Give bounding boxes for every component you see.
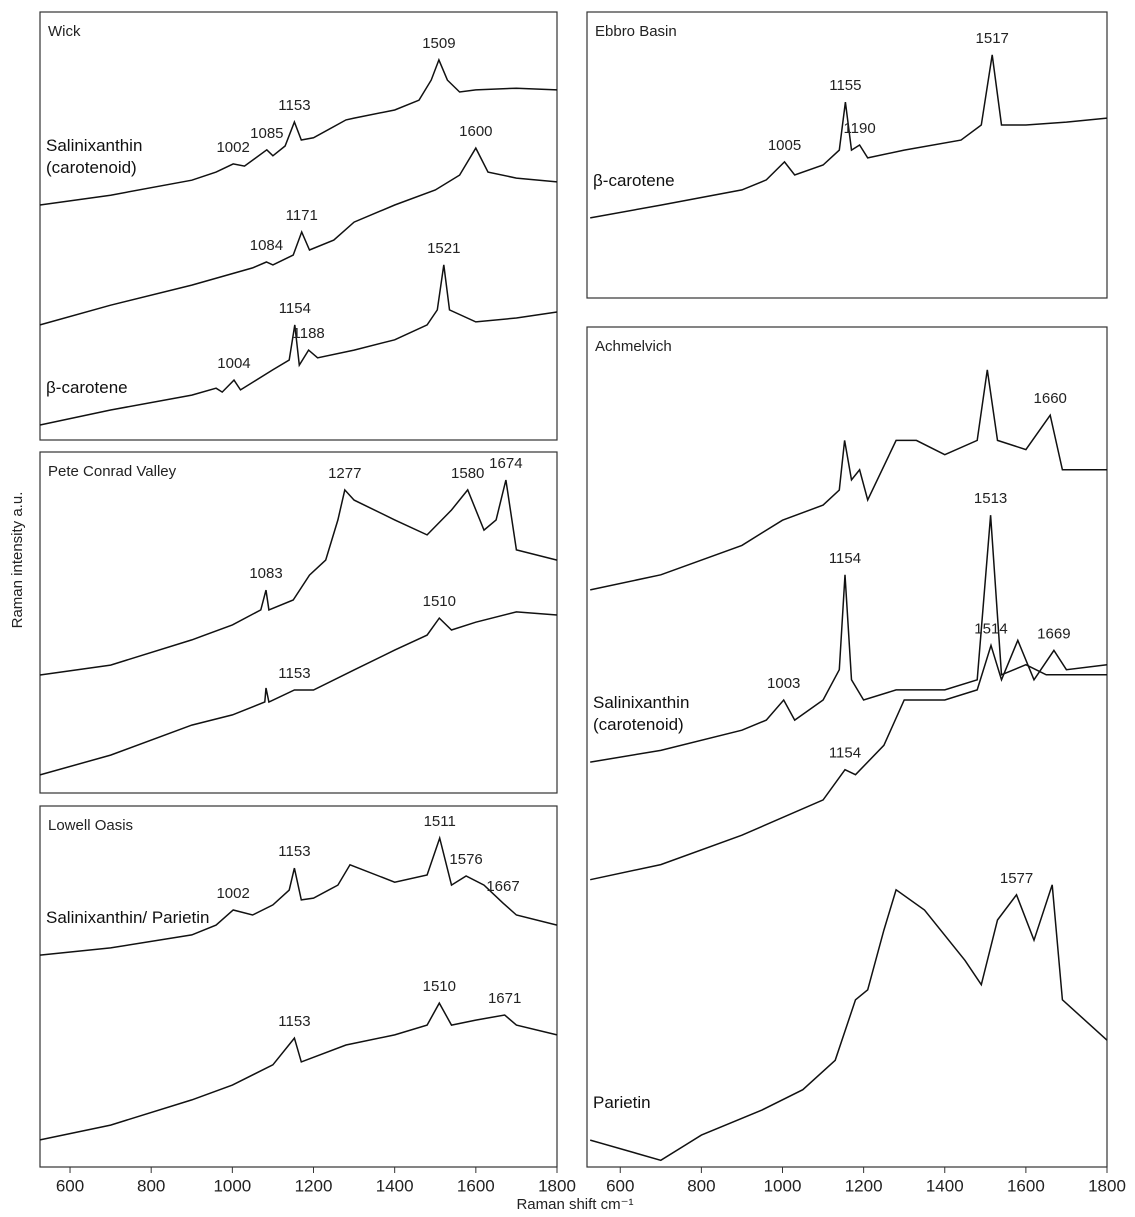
peak-label: 1674 xyxy=(489,455,522,472)
spectrum xyxy=(590,638,1108,881)
peak-label: 1004 xyxy=(217,355,250,372)
panel-title: Pete Conrad Valley xyxy=(48,463,177,480)
spectrum xyxy=(39,264,558,426)
panel-frame xyxy=(39,451,558,794)
peak-label: 1153 xyxy=(278,97,310,114)
series-name: Salinixanthin (carotenoid) xyxy=(46,136,143,178)
peak-label: 1003 xyxy=(767,675,800,692)
panel-title: Ebbro Basin xyxy=(595,23,677,40)
peak-label: 1580 xyxy=(451,465,484,482)
panel-frame xyxy=(39,11,558,441)
panel-frame xyxy=(586,11,1108,299)
spectrum xyxy=(39,146,558,326)
peak-label: 1084 xyxy=(250,237,283,254)
peak-label: 1005 xyxy=(768,137,801,154)
x-tick-label: 1800 xyxy=(1088,1176,1126,1195)
x-tick-label: 1400 xyxy=(376,1176,414,1195)
peak-label: 1669 xyxy=(1037,625,1070,642)
spectrum xyxy=(39,835,558,956)
panel-frame xyxy=(586,326,1108,1168)
x-tick-label: 1200 xyxy=(295,1176,333,1195)
spectrum xyxy=(39,57,558,206)
series-name: β-carotene xyxy=(593,170,675,190)
x-axis-label: Raman shift cm⁻¹ xyxy=(516,1196,633,1213)
x-tick-label: 1000 xyxy=(213,1176,251,1195)
peak-label: 1513 xyxy=(974,490,1007,507)
peak-label: 1671 xyxy=(488,990,521,1007)
peak-label: 1510 xyxy=(423,978,456,995)
peak-label: 1660 xyxy=(1034,390,1067,407)
peak-label: 1517 xyxy=(976,30,1009,47)
peak-label: 1514 xyxy=(974,620,1007,637)
peak-label: 1521 xyxy=(427,240,460,257)
spectrum xyxy=(39,479,558,676)
peak-label: 1277 xyxy=(328,465,361,482)
x-tick-label: 600 xyxy=(606,1176,634,1195)
peak-label: 1155 xyxy=(829,77,861,94)
peak-label: 1510 xyxy=(423,593,456,610)
x-tick-label: 1600 xyxy=(457,1176,495,1195)
panel-title: Achmelvich xyxy=(595,338,672,355)
panel-title: Lowell Oasis xyxy=(48,817,133,834)
spectrum xyxy=(589,884,1108,1162)
peak-label: 1509 xyxy=(422,35,455,52)
x-tick-label: 1600 xyxy=(1007,1176,1045,1195)
peak-label: 1154 xyxy=(279,300,311,317)
x-tick-label: 600 xyxy=(56,1176,84,1195)
series-name: Salinixanthin/ Parietin xyxy=(46,908,210,928)
peak-label: 1577 xyxy=(1000,870,1033,887)
peak-label: 1190 xyxy=(843,120,875,137)
peak-label: 1002 xyxy=(216,885,249,902)
series-name: Parietin xyxy=(593,1093,651,1113)
x-tick-label: 800 xyxy=(137,1176,165,1195)
peak-label: 1002 xyxy=(216,139,249,156)
peak-label: 1188 xyxy=(293,325,325,342)
peak-label: 1153 xyxy=(278,843,310,860)
peak-label: 1667 xyxy=(486,878,519,895)
peak-label: 1171 xyxy=(286,207,318,224)
peak-label: 1153 xyxy=(278,1013,310,1030)
peak-label: 1153 xyxy=(278,665,310,682)
peak-label: 1154 xyxy=(829,745,861,762)
x-tick-label: 1400 xyxy=(926,1176,964,1195)
peak-label: 1576 xyxy=(449,851,482,868)
spectrum xyxy=(590,369,1107,591)
series-name: Salinixanthin (carotenoid) xyxy=(593,693,690,735)
peak-label: 1600 xyxy=(459,123,492,140)
peak-label: 1085 xyxy=(250,125,283,142)
y-axis-label: Raman intensity a.u. xyxy=(9,492,26,629)
panel-frame xyxy=(39,805,558,1168)
x-tick-label: 800 xyxy=(687,1176,715,1195)
spectrum xyxy=(590,54,1108,219)
x-tick-label: 1000 xyxy=(764,1176,802,1195)
x-tick-label: 1800 xyxy=(538,1176,576,1195)
spectrum xyxy=(39,1001,558,1141)
peak-label: 1511 xyxy=(424,813,456,830)
spectrum xyxy=(590,515,1107,763)
panel-title: Wick xyxy=(48,23,81,40)
peak-label: 1083 xyxy=(249,565,282,582)
x-tick-label: 1200 xyxy=(845,1176,883,1195)
spectrum xyxy=(39,611,558,776)
peak-label: 1154 xyxy=(829,550,861,567)
series-name: β-carotene xyxy=(46,378,128,398)
